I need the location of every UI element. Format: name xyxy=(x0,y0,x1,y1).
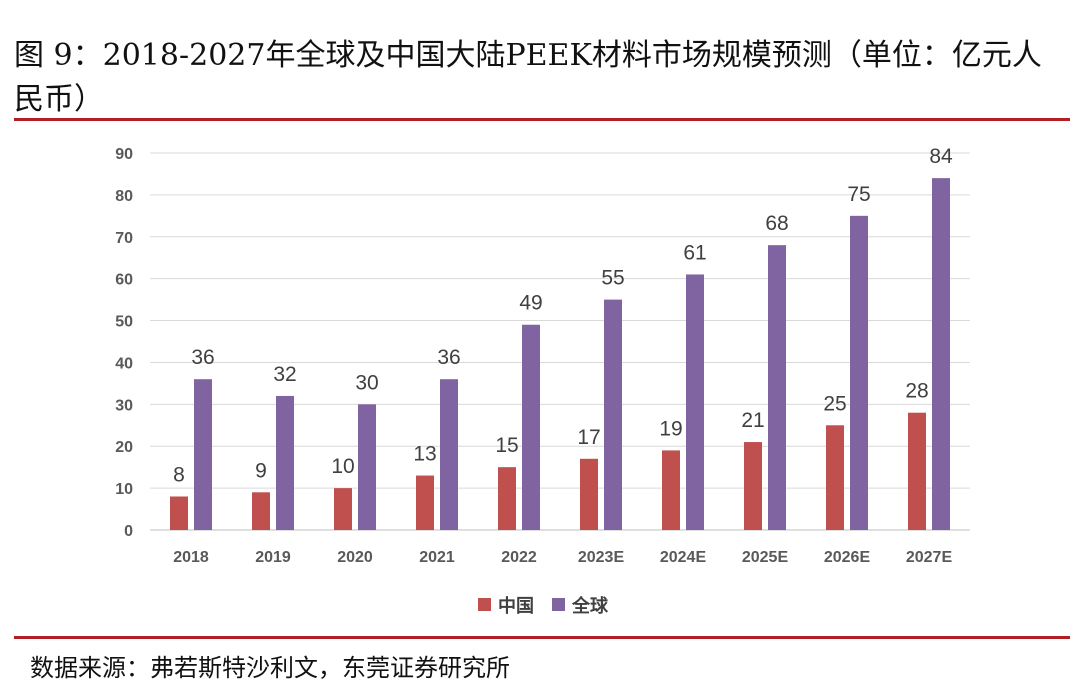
bar-global xyxy=(194,379,212,530)
bar-global xyxy=(522,324,540,530)
bottom-divider xyxy=(14,636,1070,639)
y-tick-label: 60 xyxy=(115,272,133,289)
y-tick-label: 50 xyxy=(115,314,133,331)
y-tick-label: 80 xyxy=(115,188,133,205)
y-tick-label: 70 xyxy=(115,230,133,247)
data-label: 8 xyxy=(173,463,185,486)
data-label: 13 xyxy=(413,443,436,466)
data-label: 9 xyxy=(255,459,267,482)
bar-china xyxy=(252,492,270,530)
data-label: 21 xyxy=(741,409,764,432)
bar-global xyxy=(850,215,868,531)
x-tick-label: 2026E xyxy=(824,549,871,566)
data-label: 10 xyxy=(331,455,354,478)
legend: 中国 全球 xyxy=(478,595,609,617)
top-divider xyxy=(14,118,1070,121)
legend-swatch xyxy=(478,598,491,611)
y-tick-label: 40 xyxy=(115,355,133,372)
data-label: 36 xyxy=(191,346,214,369)
bar-global xyxy=(358,404,376,530)
bar-china xyxy=(908,412,926,530)
legend-swatch xyxy=(552,598,565,611)
legend-label: 全球 xyxy=(571,595,609,617)
y-tick-label: 10 xyxy=(115,481,133,498)
x-tick-label: 2027E xyxy=(906,549,953,566)
data-label: 17 xyxy=(577,426,600,449)
x-axis-ticks: 2018 2019 2020 2021 2022 2023E 2024E 2025E 2026E… xyxy=(173,549,952,566)
legend-item: 中国 xyxy=(478,595,534,617)
data-label: 15 xyxy=(495,434,518,457)
legend-label: 中国 xyxy=(498,595,534,617)
bar-china xyxy=(744,442,762,530)
bar-china xyxy=(334,488,352,530)
x-tick-label: 2024E xyxy=(660,549,707,566)
x-tick-label: 2018 xyxy=(173,549,209,566)
data-label: 32 xyxy=(273,363,296,386)
bar-chart: 0 10 20 30 40 50 60 70 80 90 8 36 9 32 10 30 13 36 15 49 17… xyxy=(115,145,970,617)
x-tick-label: 2019 xyxy=(255,549,291,566)
bar-china xyxy=(580,458,598,530)
bar-global xyxy=(604,299,622,530)
figure-title: 图 9：2018-2027年全球及中国大陆PEEK材料市场规模预测（单位：亿元人… xyxy=(14,38,1042,117)
x-tick-label: 2020 xyxy=(337,549,373,566)
bar-china xyxy=(662,450,680,530)
x-tick-label: 2022 xyxy=(501,549,537,566)
bar-global xyxy=(932,178,950,530)
y-tick-label: 0 xyxy=(124,523,133,540)
bar-global xyxy=(686,274,704,530)
bar-china xyxy=(416,475,434,530)
data-label: 75 xyxy=(847,183,870,206)
bar-china xyxy=(170,496,188,530)
data-label: 36 xyxy=(437,346,460,369)
y-tick-label: 90 xyxy=(115,146,133,163)
source-note: 数据来源：弗若斯特沙利文，东莞证券研究所 xyxy=(30,654,510,682)
data-label: 30 xyxy=(355,371,378,394)
gridlines xyxy=(150,152,970,531)
x-tick-label: 2023E xyxy=(578,549,625,566)
data-label: 68 xyxy=(765,212,788,235)
y-axis-ticks: 0 10 20 30 40 50 60 70 80 90 xyxy=(115,146,133,540)
data-label: 28 xyxy=(905,380,928,403)
bar-global xyxy=(768,245,786,530)
data-label: 19 xyxy=(659,417,682,440)
bar-china xyxy=(498,467,516,530)
y-tick-label: 20 xyxy=(115,439,133,456)
data-label: 55 xyxy=(601,267,624,290)
bar-china xyxy=(826,425,844,530)
y-tick-label: 30 xyxy=(115,397,133,414)
data-label: 61 xyxy=(683,241,706,264)
bars xyxy=(170,178,950,531)
data-label: 84 xyxy=(929,145,953,168)
data-labels: 8 36 9 32 10 30 13 36 15 49 17 55 19 61 21 68 25 75 28 84 xyxy=(173,145,953,486)
legend-item: 全球 xyxy=(552,595,609,617)
x-tick-label: 2025E xyxy=(742,549,789,566)
data-label: 49 xyxy=(519,292,542,315)
x-tick-label: 2021 xyxy=(419,549,455,566)
bar-global xyxy=(276,395,294,530)
bar-global xyxy=(440,379,458,530)
data-label: 25 xyxy=(823,392,846,415)
